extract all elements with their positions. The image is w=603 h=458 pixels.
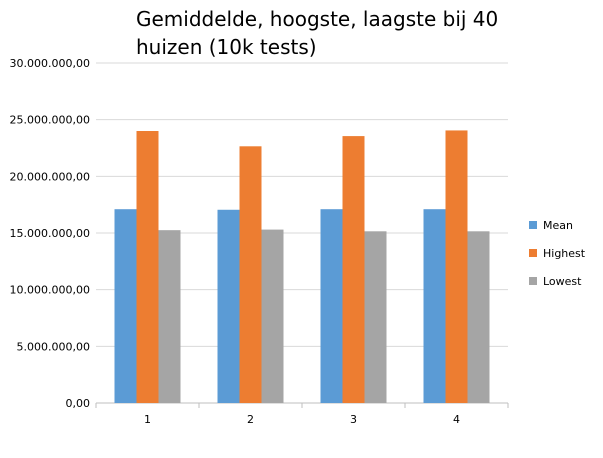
y-tick-label: 0,00 xyxy=(66,397,91,410)
legend-swatch xyxy=(529,277,537,285)
bar-lowest-3 xyxy=(364,231,387,403)
bar-highest-3 xyxy=(342,136,365,403)
legend-swatch xyxy=(529,221,537,229)
legend-item-highest: Highest xyxy=(529,239,585,267)
y-tick-label: 10.000.000,00 xyxy=(10,284,90,297)
bar-highest-4 xyxy=(445,130,468,403)
bar-highest-1 xyxy=(136,131,159,403)
y-tick-label: 15.000.000,00 xyxy=(10,227,90,240)
bar-mean-2 xyxy=(217,209,240,403)
x-tick-label: 2 xyxy=(247,413,254,426)
bar-mean-4 xyxy=(423,209,446,403)
bar-lowest-1 xyxy=(158,230,181,403)
legend-label: Lowest xyxy=(543,274,582,288)
legend: Mean Highest Lowest xyxy=(529,211,585,295)
y-tick-label: 20.000.000,00 xyxy=(10,170,90,183)
y-tick-label: 5.000.000,00 xyxy=(17,340,90,353)
legend-item-lowest: Lowest xyxy=(529,267,585,295)
legend-item-mean: Mean xyxy=(529,211,585,239)
bar-mean-3 xyxy=(320,209,343,403)
x-tick-label: 3 xyxy=(350,413,357,426)
bar-highest-2 xyxy=(239,146,262,404)
bar-mean-1 xyxy=(114,209,137,403)
bar-lowest-4 xyxy=(467,231,490,403)
y-tick-label: 25.000.000,00 xyxy=(10,114,90,127)
x-tick-label: 1 xyxy=(144,413,151,426)
chart-title-line-1: Gemiddelde, hoogste, laagste bij 40 xyxy=(136,7,499,31)
chart-title-line-2: huizen (10k tests) xyxy=(136,35,317,59)
y-tick-label: 30.000.000,00 xyxy=(10,57,90,70)
legend-label: Highest xyxy=(543,246,586,260)
x-tick-label: 4 xyxy=(453,413,460,426)
bar-lowest-2 xyxy=(261,229,284,403)
legend-label: Mean xyxy=(543,218,573,232)
legend-swatch xyxy=(529,249,537,257)
